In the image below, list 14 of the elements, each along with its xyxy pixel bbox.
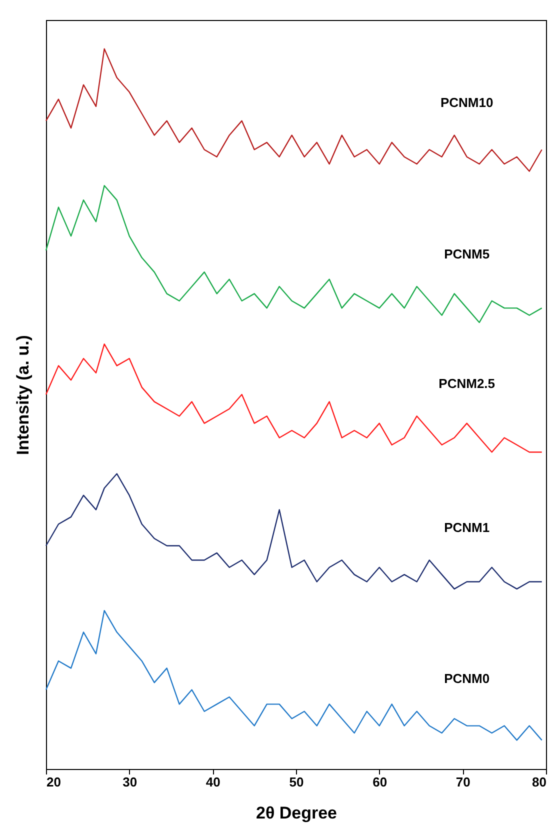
- x-tick-label: 30: [122, 774, 138, 790]
- text: PCNM1: [444, 520, 490, 535]
- text: PCNM10: [440, 95, 494, 110]
- x-axis-title: 2θ Degree: [256, 804, 338, 822]
- text: PCNM2.5: [438, 376, 496, 391]
- y-axis-title: Intensity (a. u.): [14, 335, 32, 455]
- x-tick-label: 70: [456, 774, 470, 790]
- x-tick-label: 60: [372, 774, 388, 790]
- text: PCNM5: [444, 246, 490, 262]
- text: PCNM0: [444, 671, 490, 686]
- x-tick-label: 20: [46, 774, 61, 790]
- x-tick-label: 80: [532, 774, 546, 790]
- x-tick-label: 40: [206, 774, 220, 790]
- x-tick-label: 50: [289, 774, 304, 790]
